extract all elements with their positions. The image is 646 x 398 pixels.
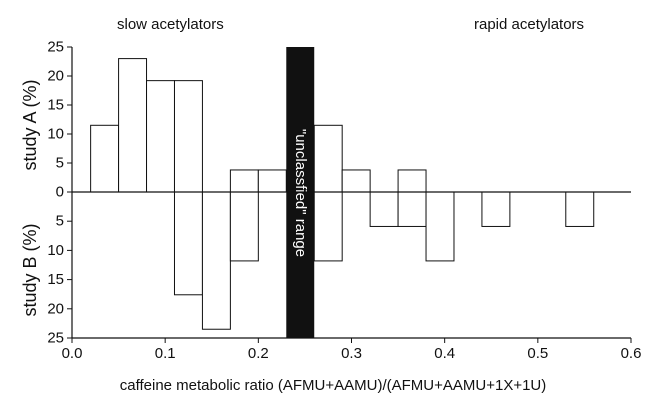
study-b-bar-2: [229, 191, 259, 262]
study-b-bar-4: [369, 191, 399, 227]
y-tick-label-lower-2: 15: [47, 271, 64, 288]
study-b-bar-8: [565, 191, 595, 227]
x-tick-label-4: 0.4: [434, 345, 455, 362]
x-axis-title: caffeine metabolic ratio (AFMU+AAMU)/(AF…: [120, 377, 547, 394]
rapid-acetylators-label: rapid acetylators: [474, 16, 584, 33]
labels-layer: caffeine metabolic ratio (AFMU+AAMU)/(AF…: [20, 16, 584, 394]
study-b-bar-1: [201, 191, 231, 330]
y-tick-label-lower-0: 25: [47, 330, 64, 347]
study-a-bar-2: [146, 80, 175, 193]
y-tick-label-upper-4: 5: [56, 155, 64, 172]
x-tick-label-3: 0.3: [341, 345, 362, 362]
study-a-ylabel: study A (%): [20, 79, 40, 170]
bars-layer: [90, 58, 595, 330]
axes-layer: 25 20 15 10 5 0 25 20 15 10 5 0.0 0.1 0.2 0.3 0.4 0.5 0.6: [47, 39, 641, 363]
y-tick-label-upper-3: 10: [47, 126, 64, 143]
study-a-bar-7: [341, 169, 371, 193]
study-a-bar-8: [397, 169, 427, 193]
y-tick-label-lower-3: 10: [47, 242, 64, 259]
y-tick-label-upper-0: 25: [47, 39, 64, 56]
unclassified-band-label: "unclassfied" range: [292, 129, 309, 257]
study-b-bar-5: [397, 191, 427, 227]
study-a-bar-1: [118, 58, 148, 193]
y-tick-label-lower-1: 20: [47, 300, 64, 317]
study-a-bar-3: [173, 80, 203, 193]
study-a-bar-6: [313, 124, 343, 193]
x-tick-label-1: 0.1: [155, 345, 176, 362]
study-a-bar-0: [90, 124, 120, 193]
y-tick-label-lower-4: 5: [56, 213, 64, 230]
study-b-bar-0: [173, 191, 203, 296]
study-a-bar-5: [257, 169, 287, 193]
x-tick-label-5: 0.5: [527, 345, 548, 362]
study-b-ylabel: study B (%): [20, 223, 40, 316]
y-tick-label-upper-1: 20: [47, 68, 64, 85]
x-tick-label-0: 0.0: [62, 345, 83, 362]
y-tick-label-upper-5: 0: [56, 184, 64, 201]
x-tick-label-6: 0.6: [621, 345, 642, 362]
study-a-bar-4: [229, 169, 259, 193]
study-b-bar-7: [481, 191, 511, 227]
y-tick-label-upper-2: 15: [47, 97, 64, 114]
slow-acetylators-label: slow acetylators: [117, 16, 224, 33]
study-b-bar-3: [313, 191, 343, 262]
x-tick-label-2: 0.2: [248, 345, 269, 362]
study-b-bar-6: [425, 191, 455, 262]
